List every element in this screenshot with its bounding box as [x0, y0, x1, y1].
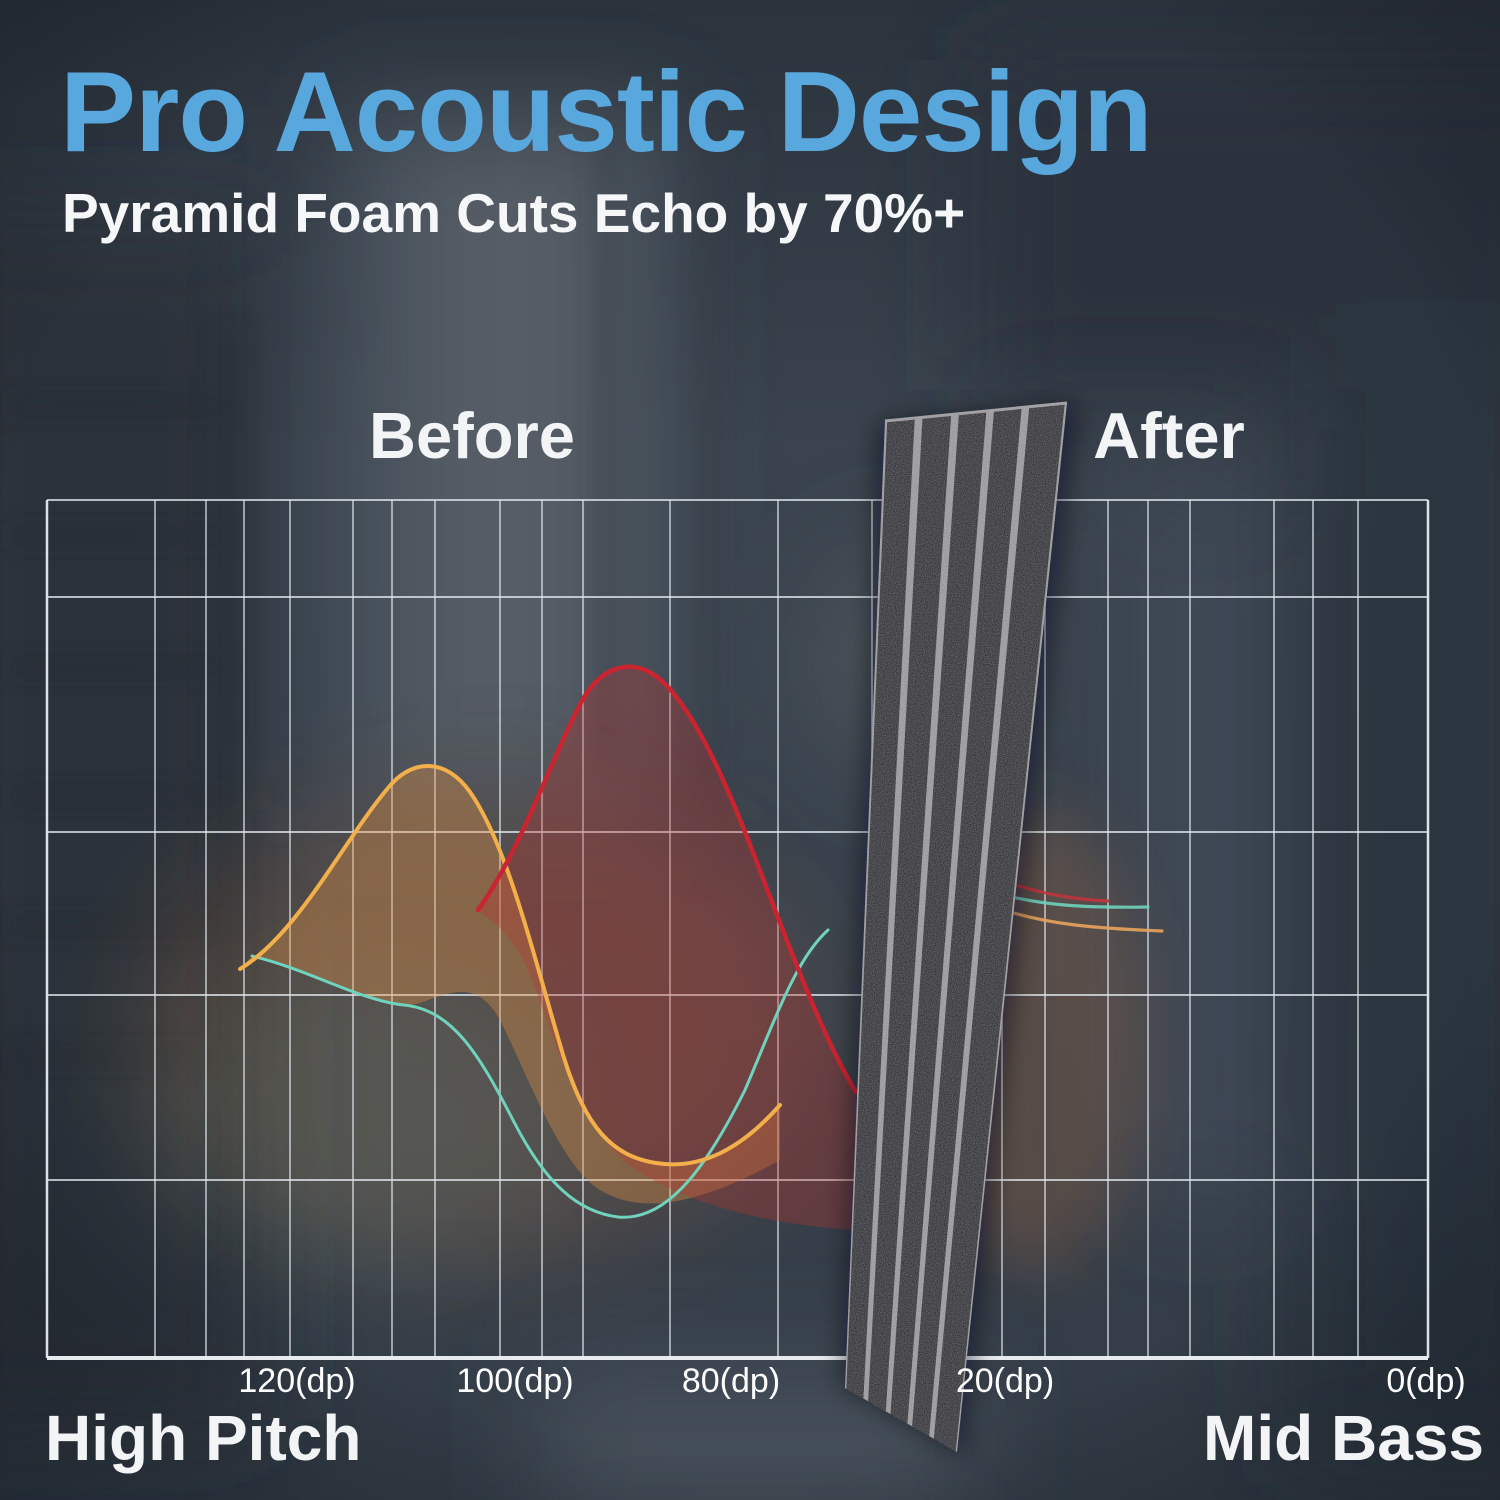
- after-label: After: [1093, 399, 1245, 472]
- panel-felt-texture: [845, 403, 1067, 1452]
- x-tick-label: 120(dp): [238, 1362, 356, 1400]
- axis-note-high-pitch: High Pitch: [45, 1402, 362, 1474]
- echo-after-orange-line: [1008, 910, 1164, 933]
- x-tick-label: 0(dp): [1386, 1362, 1466, 1400]
- echo-before-orange-fill: [240, 765, 780, 1204]
- echo-before-orange-line: [238, 764, 782, 1167]
- acoustic-panel: [840, 401, 1078, 1456]
- page-subtitle: Pyramid Foam Cuts Echo by 70%+: [62, 182, 966, 244]
- x-tick-label: 100(dp): [456, 1362, 574, 1400]
- axis-note-mid-bass: Mid Bass: [1203, 1402, 1484, 1474]
- panel-top-edge: [884, 401, 1068, 423]
- x-tick-label: 80(dp): [681, 1362, 781, 1400]
- page-title: Pro Acoustic Design: [60, 49, 1153, 176]
- echo-before-red-line: [475, 664, 859, 1095]
- echo-before-teal-line: [250, 928, 830, 1219]
- x-tick-label: 20(dp): [955, 1362, 1055, 1400]
- before-label: Before: [369, 399, 575, 472]
- echo-before-red-fill: [478, 666, 856, 1230]
- echo-wave-curves: [238, 664, 1164, 1230]
